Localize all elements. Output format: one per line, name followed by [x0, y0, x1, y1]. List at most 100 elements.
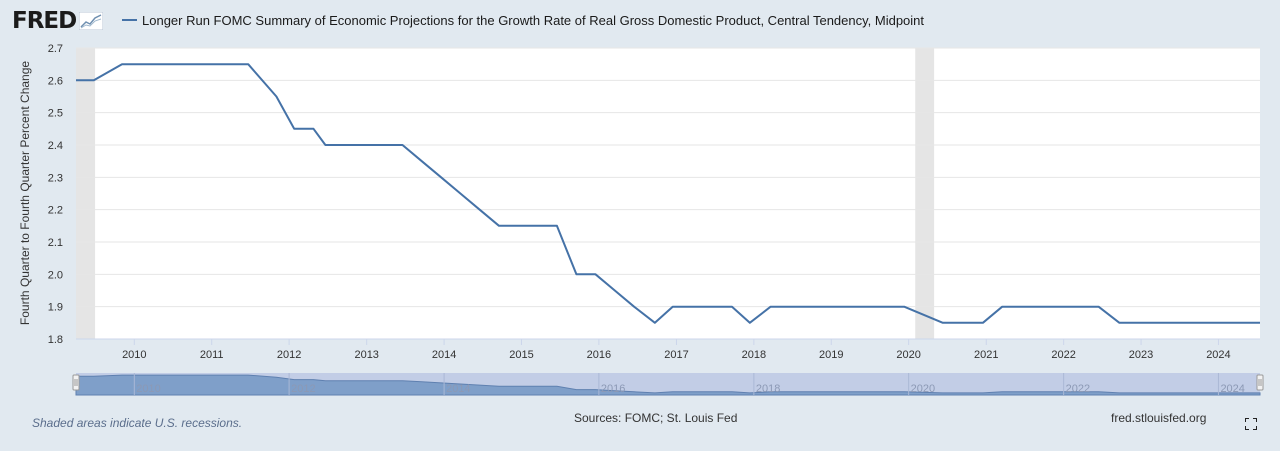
- data-point[interactable]: [898, 301, 910, 313]
- data-point[interactable]: [1208, 317, 1220, 329]
- data-point[interactable]: [319, 139, 331, 151]
- data-point[interactable]: [805, 301, 817, 313]
- data-point[interactable]: [1036, 301, 1048, 313]
- y-tick-label: 2.1: [48, 237, 63, 249]
- y-tick-label: 2.2: [48, 205, 63, 217]
- fred-logo[interactable]: FRED: [12, 8, 104, 34]
- sources-text: Sources: FOMC; St. Louis Fed: [574, 411, 738, 425]
- navigator-area: [75, 374, 1261, 396]
- data-point[interactable]: [88, 74, 100, 86]
- data-point[interactable]: [70, 74, 82, 86]
- y-tick-label: 2.6: [48, 75, 63, 87]
- x-tick-label: 2016: [587, 349, 611, 361]
- data-point[interactable]: [474, 204, 486, 216]
- navigator-tick-label: 2024: [1220, 383, 1244, 395]
- y-tick-label: 1.9: [48, 302, 63, 314]
- x-tick-label: 2015: [509, 349, 533, 361]
- y-tick-label: 2.7: [48, 43, 63, 55]
- x-tick-label: 2023: [1129, 349, 1153, 361]
- recession-note: Shaded areas indicate U.S. recessions.: [32, 416, 243, 430]
- data-point[interactable]: [532, 220, 544, 232]
- plot-background: [76, 48, 1260, 339]
- fred-graph-icon: [79, 12, 104, 30]
- data-point[interactable]: [589, 268, 601, 280]
- data-point[interactable]: [1131, 317, 1143, 329]
- data-point[interactable]: [512, 220, 524, 232]
- data-point[interactable]: [416, 155, 428, 167]
- data-point[interactable]: [138, 58, 150, 70]
- data-point[interactable]: [861, 301, 873, 313]
- x-tick-label: 2017: [664, 349, 688, 361]
- data-point[interactable]: [116, 58, 128, 70]
- data-point[interactable]: [153, 58, 165, 70]
- y-tick-label: 2.3: [48, 172, 63, 184]
- x-tick-label: 2024: [1206, 349, 1230, 361]
- data-point[interactable]: [1191, 317, 1203, 329]
- data-point[interactable]: [880, 301, 892, 313]
- x-tick-label: 2021: [974, 349, 998, 361]
- data-point[interactable]: [1254, 317, 1266, 329]
- navigator-tick-label: 2016: [601, 383, 625, 395]
- data-point[interactable]: [193, 58, 205, 70]
- data-point[interactable]: [165, 58, 177, 70]
- series-line-0[interactable]: [76, 63, 1260, 324]
- data-point[interactable]: [686, 301, 698, 313]
- data-point[interactable]: [705, 301, 717, 313]
- logo-text: FRED: [12, 8, 77, 34]
- data-point[interactable]: [211, 58, 223, 70]
- data-point[interactable]: [649, 317, 661, 329]
- x-tick-label: 2011: [200, 349, 224, 361]
- data-point[interactable]: [823, 301, 835, 313]
- data-point[interactable]: [726, 301, 738, 313]
- data-point[interactable]: [1093, 301, 1105, 313]
- data-point[interactable]: [242, 58, 254, 70]
- data-point[interactable]: [435, 171, 447, 183]
- y-tick-label: 2.4: [48, 140, 63, 152]
- data-point[interactable]: [454, 188, 466, 200]
- data-point[interactable]: [377, 139, 389, 151]
- y-tick-label: 2.5: [48, 108, 63, 120]
- data-point[interactable]: [397, 139, 409, 151]
- x-tick-label: 2018: [742, 349, 766, 361]
- data-point[interactable]: [765, 301, 777, 313]
- data-point[interactable]: [1152, 317, 1164, 329]
- x-tick-label: 2019: [819, 349, 843, 361]
- legend-series-name[interactable]: Longer Run FOMC Summary of Economic Proj…: [142, 13, 925, 28]
- site-link[interactable]: fred.stlouisfed.org: [1111, 411, 1207, 425]
- navigator-handle-left[interactable]: [72, 374, 80, 391]
- recession-band-0: [76, 48, 96, 339]
- data-point[interactable]: [1073, 301, 1085, 313]
- data-point[interactable]: [782, 301, 794, 313]
- data-point[interactable]: [307, 123, 319, 135]
- data-point[interactable]: [493, 220, 505, 232]
- data-point[interactable]: [1170, 317, 1182, 329]
- data-point[interactable]: [288, 123, 300, 135]
- data-point[interactable]: [842, 301, 854, 313]
- data-point[interactable]: [609, 285, 621, 297]
- navigator-tick-label: 2012: [291, 383, 315, 395]
- data-point[interactable]: [1054, 301, 1066, 313]
- x-tick-label: 2014: [432, 349, 456, 361]
- data-point[interactable]: [356, 139, 368, 151]
- data-point[interactable]: [744, 317, 756, 329]
- navigator-tick-label: 2020: [911, 383, 935, 395]
- data-point[interactable]: [667, 301, 679, 313]
- navigator-handle-right[interactable]: [1256, 374, 1264, 391]
- data-point[interactable]: [996, 301, 1008, 313]
- data-point[interactable]: [551, 220, 563, 232]
- data-point[interactable]: [958, 317, 970, 329]
- data-point[interactable]: [570, 268, 582, 280]
- data-point[interactable]: [337, 139, 349, 151]
- data-point[interactable]: [1015, 301, 1027, 313]
- data-point[interactable]: [977, 317, 989, 329]
- navigator-tick-label: 2014: [446, 383, 470, 395]
- data-point[interactable]: [937, 317, 949, 329]
- data-point[interactable]: [628, 301, 640, 313]
- data-point[interactable]: [1113, 317, 1125, 329]
- legend-swatch: [122, 18, 137, 21]
- fullscreen-icon[interactable]: [1245, 418, 1257, 430]
- data-point[interactable]: [1229, 317, 1241, 329]
- data-point[interactable]: [270, 91, 282, 103]
- navigator-tick-label: 2018: [756, 383, 780, 395]
